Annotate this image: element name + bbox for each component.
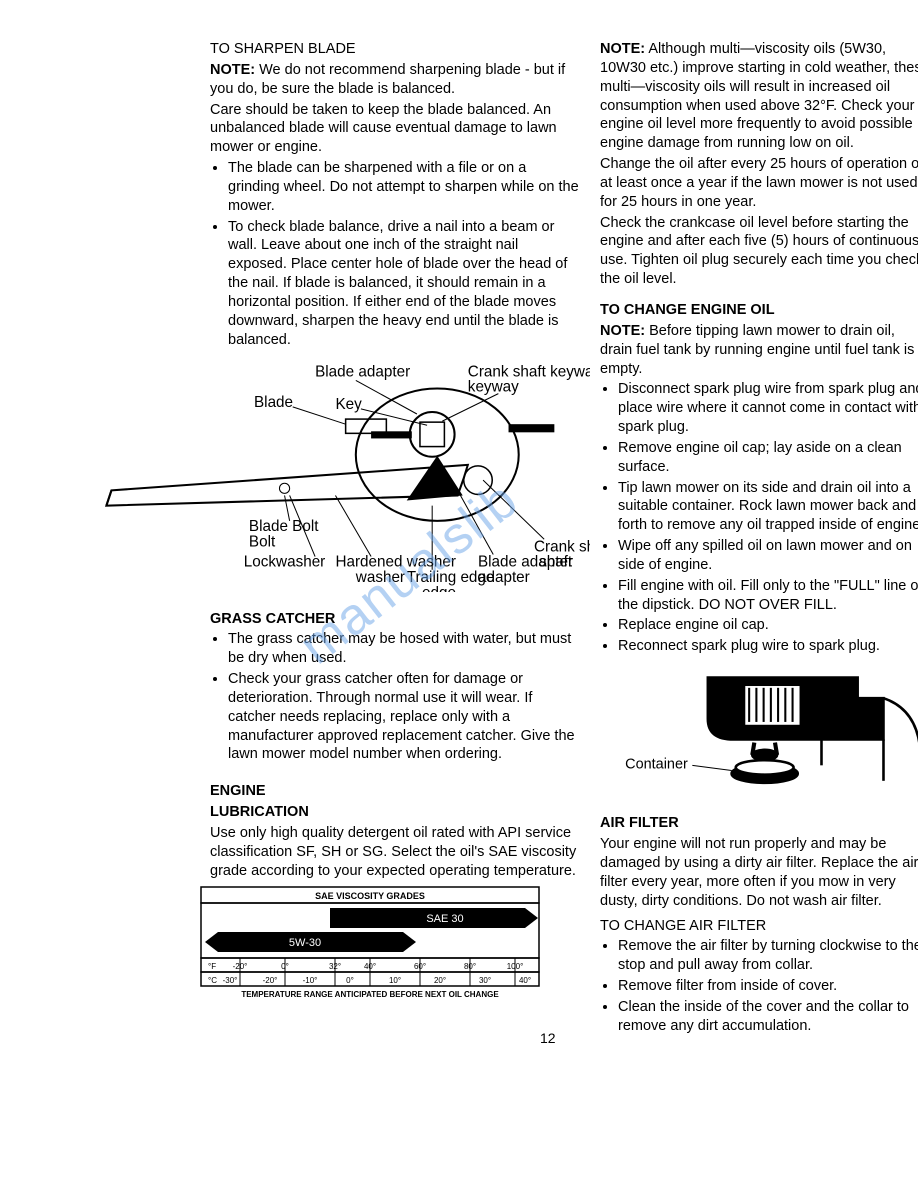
change-oil-heading: TO CHANGE ENGINE OIL bbox=[600, 301, 918, 320]
list-item: Tip lawn mower on its side and drain oil… bbox=[618, 479, 918, 536]
svg-text:keyway: keyway bbox=[468, 378, 519, 395]
change-interval-para: Change the oil after every 25 hours of o… bbox=[600, 155, 918, 212]
note-label: NOTE: bbox=[210, 62, 255, 78]
left-column: TO SHARPEN BLADE NOTE: We do not recomme… bbox=[30, 40, 580, 1042]
container-svg: Container bbox=[620, 662, 918, 796]
viscosity-svg: SAE VISCOSITY GRADES SAE 30 5W-30 °F °C … bbox=[200, 886, 540, 1001]
sharpen-note: NOTE: We do not recommend sharpening bla… bbox=[210, 61, 580, 99]
list-item: Check your grass catcher often for damag… bbox=[228, 670, 580, 764]
viscosity-note: NOTE: Although multi—viscosity oils (5W3… bbox=[600, 40, 918, 153]
svg-text:Key: Key bbox=[335, 395, 362, 412]
sharpen-para: Care should be taken to keep the blade b… bbox=[210, 101, 580, 158]
svg-text:-10°: -10° bbox=[303, 976, 318, 985]
svg-text:20°: 20° bbox=[434, 976, 446, 985]
svg-text:-30°: -30° bbox=[223, 976, 238, 985]
svg-text:°F: °F bbox=[208, 962, 216, 971]
svg-text:°C: °C bbox=[208, 976, 217, 985]
right-column: NOTE: Although multi—viscosity oils (5W3… bbox=[600, 40, 918, 1042]
list-item: Reconnect spark plug wire to spark plug. bbox=[618, 637, 918, 656]
change-air-bullets: Remove the air filter by turning clockwi… bbox=[600, 937, 918, 1035]
note-text: Although multi—viscosity oils (5W30, 10W… bbox=[600, 41, 918, 151]
list-item: Fill engine with oil. Fill only to the "… bbox=[618, 577, 918, 615]
change-oil-note: NOTE: Before tipping lawn mower to drain… bbox=[600, 322, 918, 379]
container-diagram: Container bbox=[620, 662, 918, 802]
svg-text:-20°: -20° bbox=[263, 976, 278, 985]
list-item: Remove the air filter by turning clockwi… bbox=[618, 937, 918, 975]
sharpen-bullets: The blade can be sharpened with a file o… bbox=[210, 159, 580, 349]
list-item: Remove filter from inside of cover. bbox=[618, 977, 918, 996]
lubrication-heading: LUBRICATION bbox=[210, 803, 580, 822]
svg-text:Blade: Blade bbox=[254, 393, 293, 410]
svg-text:edge: edge bbox=[422, 584, 456, 592]
svg-text:SAE 30: SAE 30 bbox=[426, 913, 463, 925]
note-text: Before tipping lawn mower to drain oil, … bbox=[600, 323, 914, 377]
page-number: 12 bbox=[540, 1029, 556, 1047]
svg-text:5W-30: 5W-30 bbox=[289, 937, 321, 949]
blade-diagram: Blade adapter Crank shaft keyway keyway … bbox=[30, 358, 590, 598]
list-item: To check blade balance, drive a nail int… bbox=[228, 218, 580, 350]
blade-diagram-svg: Blade adapter Crank shaft keyway keyway … bbox=[30, 358, 590, 592]
list-item: Disconnect spark plug wire from spark pl… bbox=[618, 380, 918, 437]
sharpen-blade-heading: TO SHARPEN BLADE bbox=[210, 40, 580, 59]
svg-text:SAE VISCOSITY GRADES: SAE VISCOSITY GRADES bbox=[315, 891, 425, 901]
svg-text:40°: 40° bbox=[519, 976, 531, 985]
svg-text:Container: Container bbox=[625, 757, 688, 773]
list-item: Replace engine oil cap. bbox=[618, 616, 918, 635]
check-level-para: Check the crankcase oil level before sta… bbox=[600, 214, 918, 289]
lubrication-para: Use only high quality detergent oil rate… bbox=[210, 824, 580, 881]
page-columns: TO SHARPEN BLADE NOTE: We do not recomme… bbox=[30, 40, 888, 1042]
note-label: NOTE: bbox=[600, 323, 645, 339]
list-item: Remove engine oil cap; lay aside on a cl… bbox=[618, 439, 918, 477]
note-text: We do not recommend sharpening blade - b… bbox=[210, 62, 565, 97]
svg-text:adapter: adapter bbox=[478, 568, 530, 585]
list-item: Clean the inside of the cover and the co… bbox=[618, 998, 918, 1036]
list-item: The grass catcher may be hosed with wate… bbox=[228, 630, 580, 668]
svg-text:TEMPERATURE RANGE ANTICIPATED: TEMPERATURE RANGE ANTICIPATED BEFORE NEX… bbox=[241, 990, 499, 999]
svg-text:Bolt: Bolt bbox=[249, 533, 276, 550]
svg-text:Lockwasher: Lockwasher bbox=[244, 553, 325, 570]
viscosity-chart: SAE VISCOSITY GRADES SAE 30 5W-30 °F °C … bbox=[200, 886, 540, 1007]
svg-text:0°: 0° bbox=[346, 976, 354, 985]
list-item: The blade can be sharpened with a file o… bbox=[228, 159, 580, 216]
grass-bullets: The grass catcher may be hosed with wate… bbox=[210, 630, 580, 764]
engine-heading: ENGINE bbox=[210, 782, 580, 801]
svg-text:10°: 10° bbox=[389, 976, 401, 985]
list-item: Wipe off any spilled oil on lawn mower a… bbox=[618, 537, 918, 575]
svg-text:30°: 30° bbox=[479, 976, 491, 985]
svg-text:washer: washer bbox=[355, 568, 405, 585]
change-oil-bullets: Disconnect spark plug wire from spark pl… bbox=[600, 380, 918, 656]
svg-text:Blade adapter: Blade adapter bbox=[315, 363, 410, 380]
note-label: NOTE: bbox=[600, 41, 645, 57]
air-filter-heading: AIR FILTER bbox=[600, 814, 918, 833]
grass-catcher-heading: GRASS CATCHER bbox=[210, 610, 580, 629]
change-air-heading: TO CHANGE AIR FILTER bbox=[600, 917, 918, 936]
air-filter-para: Your engine will not run properly and ma… bbox=[600, 835, 918, 910]
svg-text:shaft: shaft bbox=[539, 553, 573, 570]
